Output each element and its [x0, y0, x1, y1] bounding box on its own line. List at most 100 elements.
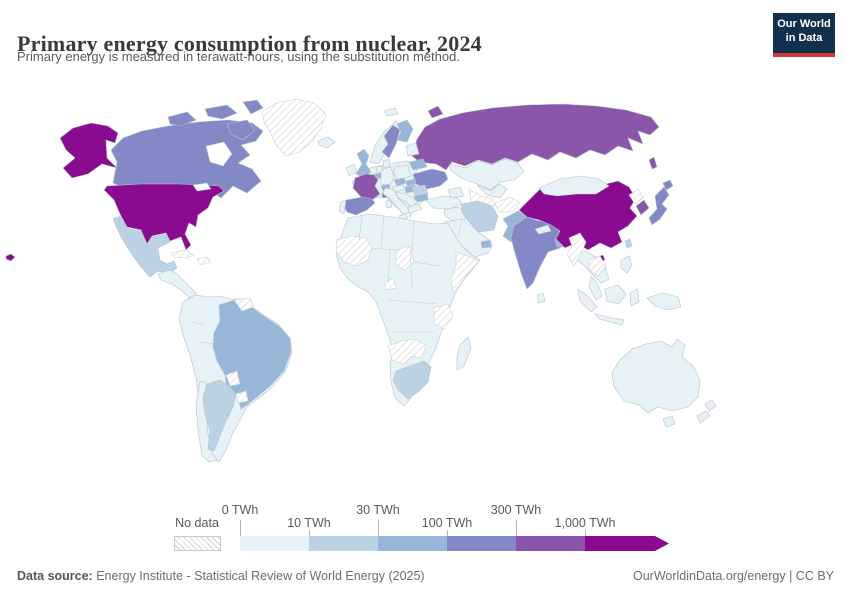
legend-no-data-label: No data [175, 516, 219, 530]
country-novaya-zemlya[interactable]: Russia (Novaya Zemlya) [427, 105, 444, 119]
country-chad[interactable]: Chad [395, 245, 415, 271]
country-hispaniola[interactable]: Haiti / Dominican Republic [196, 256, 211, 266]
country-south-korea[interactable]: South Korea [635, 199, 650, 216]
chart-footer: Data source: Energy Institute - Statisti… [17, 569, 834, 583]
country-czechia[interactable]: Czechia [393, 177, 407, 187]
owid-logo-line2: in Data [785, 31, 823, 44]
country-new-zealand-south[interactable]: New Zealand (South Island) [696, 410, 711, 424]
country-java[interactable]: Indonesia (Java) [594, 313, 625, 326]
country-cuba[interactable]: Cuba [170, 249, 195, 259]
legend-tick-label: 0 TWh [221, 503, 259, 517]
country-baltics[interactable]: Baltic states [405, 142, 420, 157]
country-nepal[interactable]: Nepal [534, 224, 552, 235]
legend-segment[interactable] [516, 536, 585, 551]
legend-tick-line [447, 530, 448, 536]
country-sweden[interactable]: Sweden [381, 124, 401, 159]
legend-segment[interactable] [378, 536, 447, 551]
country-borneo[interactable]: Borneo [604, 284, 627, 305]
country-malay-peninsula[interactable]: Malay Peninsula [588, 275, 603, 301]
chart-subtitle: Primary energy is measured in terawatt-h… [17, 49, 460, 64]
country-north-korea[interactable]: North Korea [628, 188, 644, 205]
country-france[interactable]: France [352, 173, 381, 201]
country-borders [189, 216, 463, 345]
country-south-africa[interactable]: South Africa [392, 360, 432, 400]
country-denmark[interactable]: Denmark [382, 158, 391, 169]
country-taiwan[interactable]: Taiwan [624, 238, 633, 249]
data-source-text: Energy Institute - Statistical Review of… [92, 569, 425, 583]
country-netherlands[interactable]: Netherlands [375, 165, 383, 173]
country-alaska[interactable]: United States (Alaska) [59, 122, 119, 179]
legend-tick-label: 1,000 TWh [554, 516, 616, 530]
country-iceland[interactable]: Iceland [317, 136, 336, 149]
country-uzbekistan[interactable]: Uzbekistan [476, 183, 508, 199]
country-sri-lanka[interactable]: Sri Lanka [536, 292, 546, 304]
country-tasmania[interactable]: Australia (Tasmania) [662, 415, 676, 428]
country-new-guinea[interactable]: New Guinea [646, 292, 682, 311]
country-sakhalin[interactable]: Russia (Sakhalin) [648, 156, 658, 170]
country-sulawesi[interactable]: Indonesia (Sulawesi) [629, 288, 640, 307]
country-myanmar[interactable]: Myanmar [566, 232, 587, 267]
owid-logo: Our World in Data [773, 13, 835, 57]
page-title: Primary energy consumption from nuclear,… [17, 30, 482, 56]
legend-tick-label: 300 TWh [490, 503, 542, 517]
country-iran[interactable]: Iran [460, 200, 499, 233]
country-laos-cambodia[interactable]: Laos / Cambodia [588, 255, 607, 277]
country-japan[interactable]: Japan [648, 186, 670, 226]
country-poland[interactable]: Poland [393, 164, 412, 181]
country-united-kingdom[interactable]: United Kingdom [355, 148, 372, 179]
legend-tick-line [309, 530, 310, 536]
country-uruguay[interactable]: Uruguay [235, 390, 249, 404]
country-caucasus[interactable]: Caucasus [447, 186, 465, 199]
country-hokkaido[interactable]: Japan (Hokkaido) [662, 179, 674, 191]
country-guyanas[interactable]: Guyana / Suriname [233, 297, 255, 312]
country-slovakia[interactable]: Slovakia [405, 178, 417, 187]
country-namibia-botswana[interactable]: Namibia / Botswana / Zimbabwe [387, 338, 427, 365]
country-kazakhstan[interactable]: Kazakhstan [449, 158, 525, 191]
legend-segment[interactable] [240, 536, 309, 551]
world-choropleth-map: Greenland Canada Canada (Arctic islands)… [5, 98, 717, 463]
country-romania[interactable]: Romania [411, 184, 429, 197]
legend-segment[interactable] [585, 536, 669, 551]
country-somalia-horn[interactable]: Somalia / Horn of Africa [450, 251, 480, 294]
country-ukraine[interactable]: Ukraine [412, 168, 449, 190]
legend-no-data-swatch[interactable] [174, 536, 221, 551]
country-tanzania[interactable]: Tanzania [433, 303, 454, 330]
country-new-zealand-north[interactable]: New Zealand (North Island) [704, 399, 717, 412]
country-mongolia[interactable]: Mongolia [538, 175, 610, 197]
country-united-states[interactable]: United States [103, 183, 225, 251]
country-afghanistan[interactable]: Afghanistan [494, 196, 521, 213]
credit-link[interactable]: OurWorldinData.org/energy | CC BY [632, 569, 834, 583]
country-belarus[interactable]: Belarus [408, 158, 428, 171]
country-canada-arctic-islands[interactable]: Canada (Arctic islands) [167, 99, 264, 141]
legend-tick-label: 100 TWh [421, 516, 473, 530]
country-central-america[interactable]: Central America [157, 269, 198, 299]
country-germany[interactable]: Germany [379, 166, 395, 187]
country-cameroon[interactable]: Cameroon [383, 277, 397, 291]
country-paraguay[interactable]: Paraguay [225, 370, 241, 387]
country-philippines[interactable]: Philippines [620, 255, 633, 274]
country-portugal[interactable]: Portugal [338, 199, 347, 215]
country-svalbard[interactable]: Svalbard [383, 107, 399, 117]
great-lakes [192, 182, 212, 192]
legend-tick-label: 10 TWh [287, 516, 331, 530]
country-australia[interactable]: Australia [611, 338, 701, 414]
country-argentina[interactable]: Argentina [202, 379, 237, 452]
country-sicily[interactable]: Italy (Sicily) [398, 213, 409, 220]
country-greenland[interactable]: Greenland [261, 98, 327, 157]
country-sumatra[interactable]: Indonesia (Sumatra) [577, 288, 598, 313]
data-source-note: Data source: Energy Institute - Statisti… [17, 569, 425, 583]
country-mexico[interactable]: Mexico [112, 215, 178, 278]
country-madagascar[interactable]: Madagascar [456, 336, 472, 371]
country-uae[interactable]: United Arab Emirates [480, 239, 492, 249]
country-ireland[interactable]: Ireland [345, 163, 358, 177]
country-finland[interactable]: Finland [396, 119, 414, 143]
country-russia[interactable]: Russia [411, 103, 660, 171]
country-spain[interactable]: Spain [342, 196, 376, 216]
hudson-bay [205, 141, 233, 167]
legend-segment[interactable] [309, 536, 378, 551]
country-hawaii[interactable]: United States (Hawaii) [5, 253, 16, 262]
country-west-sahara-mali[interactable]: Western Sahara / Mauritania / Mali [335, 235, 373, 267]
country-sardinia[interactable]: Italy (Sardinia) [385, 199, 393, 209]
country-greece[interactable]: Greece [407, 203, 423, 218]
legend-segment[interactable] [447, 536, 516, 551]
